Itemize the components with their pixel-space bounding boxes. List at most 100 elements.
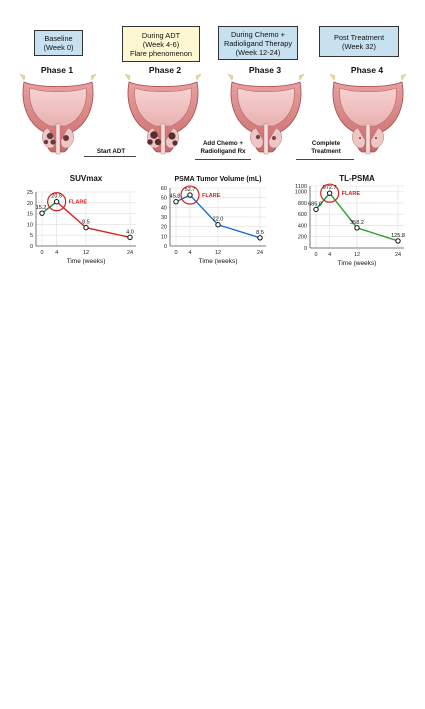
action-2-line xyxy=(195,159,251,160)
y-tick-label: 800 xyxy=(298,201,307,207)
data-label: 20.5 xyxy=(51,194,62,200)
x-axis-label: Time (weeks) xyxy=(199,258,238,265)
data-label: 972.7 xyxy=(323,185,337,191)
action-1-line xyxy=(84,156,136,157)
phase-3-box: During Chemo + Radioligand Therapy (Week… xyxy=(218,26,298,60)
data-point xyxy=(215,222,221,228)
data-label: 125.8 xyxy=(391,233,405,239)
data-label: 52.7 xyxy=(185,187,196,193)
data-point xyxy=(187,192,193,198)
phase-1-label: Phase 1 xyxy=(40,65,74,75)
x-tick-label: 0 xyxy=(314,252,317,258)
y-tick-label: 30 xyxy=(161,215,167,221)
series-segment xyxy=(329,192,358,229)
data-point xyxy=(53,199,60,205)
data-label: 15.2 xyxy=(36,205,47,211)
series-segment xyxy=(85,226,131,239)
y-tick-label: 20 xyxy=(27,201,33,207)
data-point xyxy=(127,234,133,241)
x-axis-label: Time (weeks) xyxy=(338,260,377,267)
phase-1-box-text: Baseline (Week 0) xyxy=(43,34,74,52)
data-label: 45.8 xyxy=(170,194,181,200)
x-tick-label: 12 xyxy=(83,250,89,256)
y-tick-label: 600 xyxy=(298,212,307,218)
phase-4-box-text: Post Treatment (Week 32) xyxy=(333,32,385,51)
phase-1-box: Baseline (Week 0) xyxy=(34,30,83,56)
x-tick-label: 0 xyxy=(40,250,43,256)
data-label: 8.5 xyxy=(82,220,90,226)
y-tick-label: 50 xyxy=(161,196,167,202)
chart-title: TL-PSMA xyxy=(339,174,375,183)
phase-3-label: Phase 3 xyxy=(248,65,282,75)
x-tick-label: 4 xyxy=(328,252,331,258)
series-segment xyxy=(56,201,87,229)
chart-suvmax: SUVmax 0 5 10 15 20 25 0 4 12 24 Time (weeks) FLARE 1… xyxy=(27,174,136,265)
phase-2-label: Phase 2 xyxy=(148,65,182,75)
series-segment xyxy=(217,224,261,239)
phase-2-box-text: During ADT (Week 4-6) Flare phenomenon xyxy=(129,30,193,58)
y-tick-label: 10 xyxy=(27,222,33,228)
x-tick-label: 24 xyxy=(127,250,133,256)
y-tick-label: 10 xyxy=(161,234,167,240)
data-label: 685.0 xyxy=(308,201,322,207)
x-tick-label: 0 xyxy=(174,250,177,256)
y-tick-label: 60 xyxy=(161,186,167,192)
series-segment xyxy=(356,227,399,242)
phase-4-box: Post Treatment (Week 32) xyxy=(319,26,399,57)
data-point xyxy=(83,224,89,231)
data-label: 22.0 xyxy=(213,217,224,223)
y-tick-label: 200 xyxy=(298,235,307,241)
x-tick-label: 24 xyxy=(395,252,401,258)
x-tick-label: 24 xyxy=(257,250,263,256)
phase-4-label: Phase 4 xyxy=(350,65,384,75)
x-tick-label: 12 xyxy=(354,252,360,258)
data-point xyxy=(395,238,401,244)
x-tick-label: 12 xyxy=(215,250,221,256)
flare-circle xyxy=(180,185,200,205)
phase-3-box-text: During Chemo + Radioligand Therapy (Week… xyxy=(223,29,293,57)
series-segment xyxy=(315,192,331,210)
action-complete-treatment: Complete Treatment xyxy=(311,140,341,155)
flare-label: FLARE xyxy=(342,191,361,197)
data-label: 8.5 xyxy=(256,230,264,236)
chart-title: PSMA Tumor Volume (mL) xyxy=(175,176,262,183)
y-tick-label: 40 xyxy=(161,205,167,211)
data-point xyxy=(354,225,360,231)
phase-2-illustration xyxy=(124,74,202,155)
y-tick-label: 0 xyxy=(164,244,167,250)
chart-title: SUVmax xyxy=(70,174,103,183)
data-point xyxy=(326,190,333,196)
x-tick-label: 4 xyxy=(188,250,191,256)
x-tick-label: 4 xyxy=(55,250,58,256)
flare-circle xyxy=(47,192,67,212)
y-tick-label: 400 xyxy=(298,223,307,229)
phase-2-box: During ADT (Week 4-6) Flare phenomenon xyxy=(122,26,200,62)
y-tick-label: 20 xyxy=(161,225,167,231)
y-tick-label: 25 xyxy=(27,190,33,196)
data-point xyxy=(313,206,319,213)
y-tick-label: 15 xyxy=(27,212,33,218)
phase-4-illustration xyxy=(329,74,407,155)
y-tick-label: 1000 xyxy=(295,190,307,196)
x-axis-label: Time (weeks) xyxy=(67,258,106,265)
flare-label: FLARE xyxy=(69,200,88,206)
y-tick-label: 5 xyxy=(30,233,33,239)
phase-1-illustration xyxy=(19,74,97,155)
action-3-line xyxy=(296,159,354,160)
action-add-chemo: Add Chemo + Radioligand Rx xyxy=(200,140,246,155)
flare-label: FLARE xyxy=(202,193,221,199)
data-label: 358.2 xyxy=(350,220,364,226)
data-label: 4.0 xyxy=(126,229,134,235)
flare-circle xyxy=(320,183,340,203)
data-point xyxy=(173,199,179,205)
bladder-illustrations xyxy=(19,74,407,155)
y-tick-label: 0 xyxy=(30,244,33,250)
data-point xyxy=(39,210,45,216)
y-tick-label: 1100 xyxy=(295,184,307,190)
phase-3-illustration xyxy=(227,74,305,155)
y-tick-label: 0 xyxy=(304,246,307,252)
action-start-adt: Start ADT xyxy=(96,148,126,155)
data-point xyxy=(257,235,263,241)
series-segment xyxy=(189,194,219,226)
